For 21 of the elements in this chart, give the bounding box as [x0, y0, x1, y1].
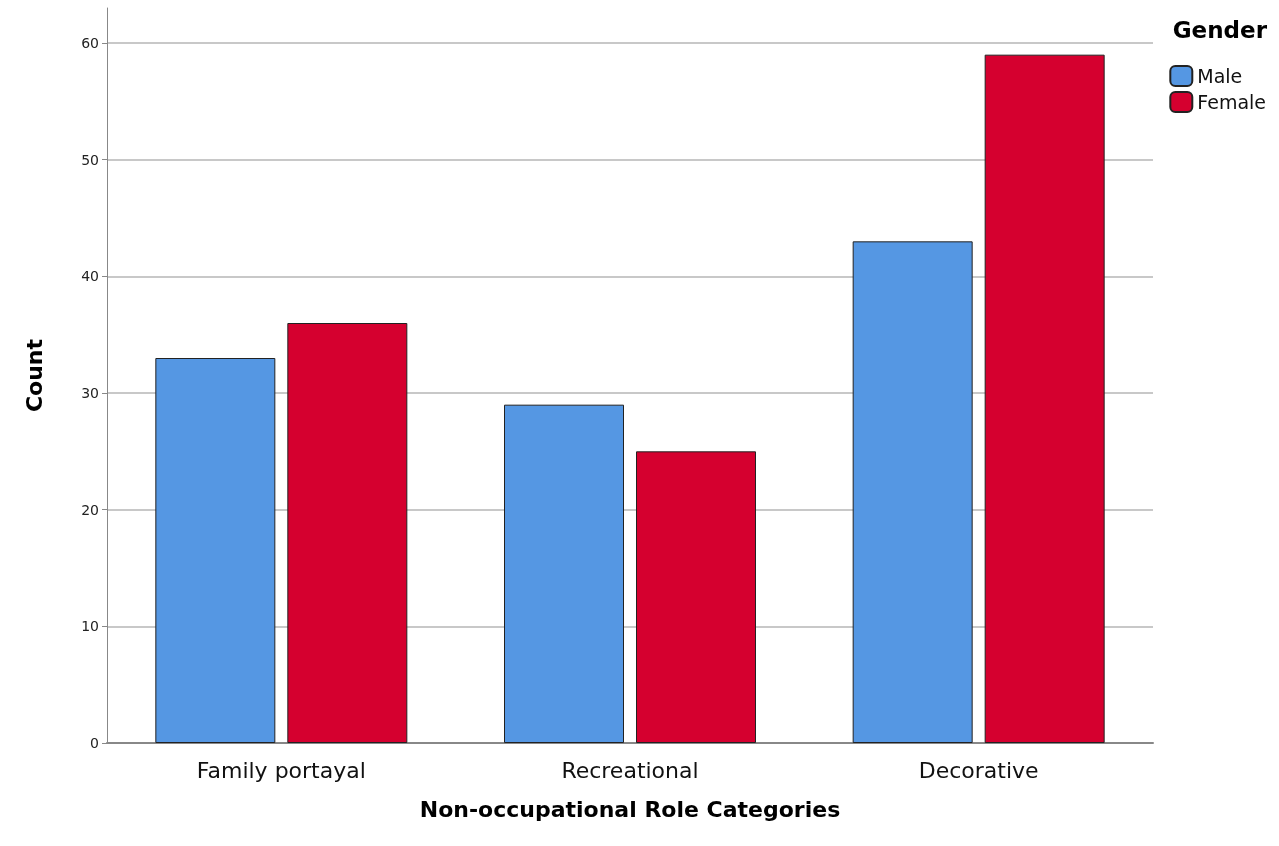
- x-tick-label: Recreational: [561, 757, 699, 783]
- legend-title: Gender: [1172, 16, 1268, 43]
- x-axis-title: Non-occupational Role Categories: [419, 796, 841, 822]
- bar: [155, 358, 276, 743]
- y-tick-label: 20: [81, 501, 99, 518]
- bar: [287, 323, 408, 743]
- y-tick-label: 60: [81, 35, 99, 51]
- x-tick-label: Decorative: [918, 757, 1039, 783]
- bar: [504, 404, 624, 743]
- legend-label: Male: [1197, 65, 1243, 87]
- y-tick-label: 40: [81, 268, 99, 285]
- x-tick-label: Family portayal: [196, 757, 366, 783]
- y-tick-label: 50: [81, 151, 99, 168]
- y-tick-label: 0: [90, 735, 99, 751]
- bar: [636, 451, 756, 743]
- y-tick-label: 30: [81, 385, 99, 401]
- bar: [984, 54, 1105, 743]
- bar: [852, 241, 973, 743]
- y-axis-title: Count: [21, 338, 47, 413]
- y-tick-label: 10: [81, 618, 99, 635]
- legend-label: Female: [1197, 91, 1266, 113]
